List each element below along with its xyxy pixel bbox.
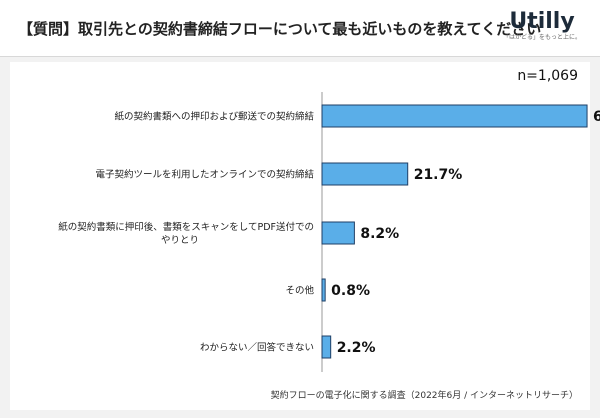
- bar-4: [321, 335, 332, 359]
- logo-tagline: 「はかどる」をもっと上に。: [502, 34, 581, 41]
- value-label-2: 8.2%: [360, 226, 399, 242]
- category-label-line: やりとり: [161, 235, 199, 246]
- bar-1: [321, 162, 409, 186]
- category-label-2: 紙の契約書類に押印後、書類をスキャンをしてPDF送付でのやりとり: [58, 221, 314, 246]
- sample-size: n=1,069: [517, 68, 578, 84]
- logo-text: Utilly: [509, 9, 575, 34]
- category-label-0: 紙の契約書類への押印および郵送での契約締結: [114, 111, 314, 123]
- page-title: 【質問】取引先との契約書締結フローについて最も近いものを教えてください: [18, 20, 542, 38]
- category-label-4: わからない／回答できない: [200, 342, 314, 354]
- value-label-1: 21.7%: [414, 167, 463, 183]
- value-label-4: 2.2%: [337, 340, 376, 356]
- header: 【質問】取引先との契約書締結フローについて最も近いものを教えてください Util…: [0, 0, 600, 57]
- bar-2: [321, 221, 355, 245]
- bar-3: [321, 278, 326, 302]
- utilly-logo: Utilly 「はかどる」をもっと上に。: [502, 10, 582, 42]
- category-label-line: 紙の契約書類への押印および郵送での契約締結: [114, 111, 314, 123]
- category-label-line: その他: [285, 285, 314, 297]
- value-label-0: 67.1%: [593, 109, 600, 125]
- value-label-3: 0.8%: [331, 283, 370, 299]
- category-label-3: その他: [285, 285, 314, 297]
- source-note: 契約フローの電子化に関する調査（2022年6月 / インターネットリサーチ）: [270, 391, 578, 401]
- category-label-line: 紙の契約書類に押印後、書類をスキャンをしてPDF送付での: [58, 221, 314, 233]
- category-label-line: わからない／回答できない: [200, 342, 314, 354]
- category-label-1: 電子契約ツールを利用したオンラインでの契約締結: [95, 169, 314, 181]
- category-label-line: 電子契約ツールを利用したオンラインでの契約締結: [95, 169, 314, 181]
- bar-0: [321, 104, 588, 128]
